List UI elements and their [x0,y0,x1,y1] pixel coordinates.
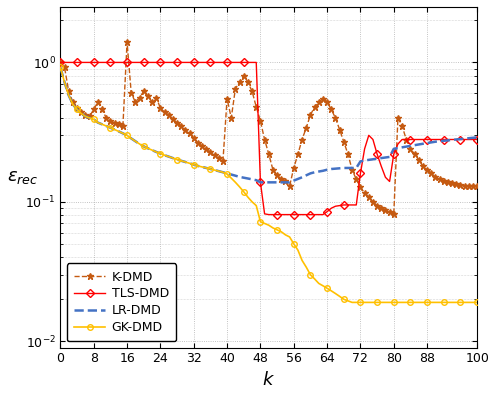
Line: K-DMD: K-DMD [57,38,481,217]
GK-DMD [349,300,355,305]
K-DMD [87,114,93,119]
K-DMD [353,177,359,182]
LR-DMD [257,180,263,185]
K-DMD [311,105,317,109]
K-DMD [58,60,63,65]
X-axis label: $k$: $k$ [262,371,275,389]
GK-DMD [353,300,359,305]
LR-DMD [162,153,168,158]
TLS-DMD [266,212,272,217]
Y-axis label: $\epsilon_{rec}$: $\epsilon_{rec}$ [7,168,38,186]
GK-DMD [474,300,480,305]
Line: LR-DMD: LR-DMD [61,67,477,182]
Line: TLS-DMD: TLS-DMD [58,60,480,217]
GK-DMD [58,65,63,70]
LR-DMD [311,170,317,175]
Line: GK-DMD: GK-DMD [58,65,480,305]
GK-DMD [87,116,93,120]
TLS-DMD [162,60,168,65]
LR-DMD [87,116,93,120]
K-DMD [391,211,397,216]
LR-DMD [58,65,63,70]
GK-DMD [308,272,313,277]
TLS-DMD [58,60,63,65]
TLS-DMD [249,60,255,65]
TLS-DMD [353,203,359,208]
TLS-DMD [311,212,317,217]
LR-DMD [374,156,380,161]
TLS-DMD [87,60,93,65]
GK-DMD [249,200,255,204]
K-DMD [166,112,172,117]
GK-DMD [374,300,380,305]
K-DMD [374,203,380,208]
K-DMD [253,105,259,109]
K-DMD [474,184,480,188]
LR-DMD [249,177,255,182]
TLS-DMD [374,152,380,156]
LR-DMD [353,166,359,170]
GK-DMD [162,153,168,158]
Legend: K-DMD, TLS-DMD, LR-DMD, GK-DMD: K-DMD, TLS-DMD, LR-DMD, GK-DMD [66,263,177,341]
TLS-DMD [474,137,480,142]
K-DMD [124,40,130,44]
LR-DMD [474,135,480,140]
